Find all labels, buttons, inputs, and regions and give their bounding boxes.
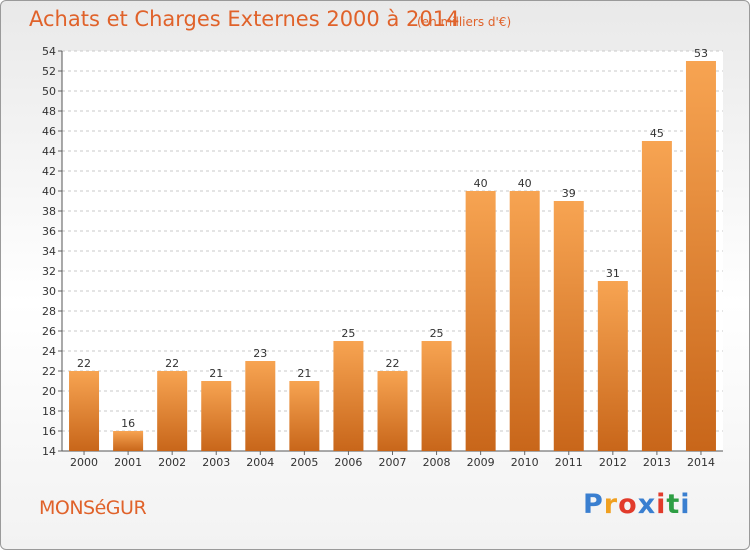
bar [553,201,584,451]
y-tick-label: 28 [42,305,56,318]
data-label: 25 [341,327,355,340]
data-label: 21 [209,367,223,380]
data-label: 22 [386,357,400,370]
bar [113,431,144,451]
y-tick-label: 36 [42,225,56,238]
y-tick-label: 24 [42,345,56,358]
y-tick-label: 38 [42,205,56,218]
logo-letter: i [680,489,691,520]
logo-letter: o [618,489,638,520]
x-tick-label: 2009 [467,456,495,469]
bar [201,381,232,451]
x-tick-label: 2010 [511,456,539,469]
x-tick-label: 2014 [687,456,715,469]
proxiti-logo[interactable]: Proxiti [583,489,691,520]
y-tick-label: 26 [42,325,56,338]
bar [157,371,188,451]
y-tick-label: 42 [42,165,56,178]
y-tick-label: 46 [42,125,56,138]
y-tick-label: 22 [42,365,56,378]
x-tick-label: 2005 [290,456,318,469]
x-tick-label: 2013 [643,456,671,469]
data-label: 40 [518,177,532,190]
data-label: 16 [121,417,135,430]
y-tick-label: 30 [42,285,56,298]
x-tick-label: 2000 [70,456,98,469]
y-tick-label: 54 [42,45,56,58]
data-label: 40 [474,177,488,190]
bar [597,281,628,451]
y-tick-label: 40 [42,185,56,198]
bar [289,381,320,451]
y-tick-label: 50 [42,85,56,98]
bar [509,191,540,451]
bar [245,361,276,451]
x-tick-label: 2011 [555,456,583,469]
x-tick-label: 2004 [246,456,274,469]
logo-letter: P [583,489,604,520]
y-tick-label: 52 [42,65,56,78]
bar-chart: 14 16 18 20 22 24 26 28 30 32 34 36 38 40 42 44 46 48 50 52… [42,45,723,469]
x-tick-label: 2007 [379,456,407,469]
bar [333,341,364,451]
logo-letter: t [666,489,681,520]
logo-letter: x [637,489,657,520]
logo-letter: i [656,489,667,520]
y-tick-label: 18 [42,405,56,418]
data-label: 39 [562,187,576,200]
y-tick-label: 34 [42,245,56,258]
x-tick-label: 2012 [599,456,627,469]
y-tick-label: 20 [42,385,56,398]
data-label: 23 [253,347,267,360]
x-tick-label: 2001 [114,456,142,469]
bar [377,371,408,451]
data-label: 53 [694,47,708,60]
chart-title: Achats et Charges Externes 2000 à 2014 [29,7,460,31]
x-tick-label: 2003 [202,456,230,469]
data-label: 22 [77,357,91,370]
x-tick-label: 2006 [334,456,362,469]
chart-subtitle: (en milliers d'€) [417,15,512,29]
bar [421,341,452,451]
bar [69,371,100,451]
data-label: 31 [606,267,620,280]
x-tick-label: 2008 [423,456,451,469]
y-tick-label: 14 [42,445,56,458]
y-tick-label: 16 [42,425,56,438]
data-label: 45 [650,127,664,140]
bar [465,191,496,451]
y-tick-label: 44 [42,145,56,158]
bar [685,61,716,451]
x-tick-label: 2002 [158,456,186,469]
data-label: 21 [297,367,311,380]
y-tick-label: 32 [42,265,56,278]
place-name: MONSéGUR [39,497,147,519]
logo-letter: r [603,489,619,520]
y-tick-label: 48 [42,105,56,118]
data-label: 25 [430,327,444,340]
bar [641,141,672,451]
data-label: 22 [165,357,179,370]
